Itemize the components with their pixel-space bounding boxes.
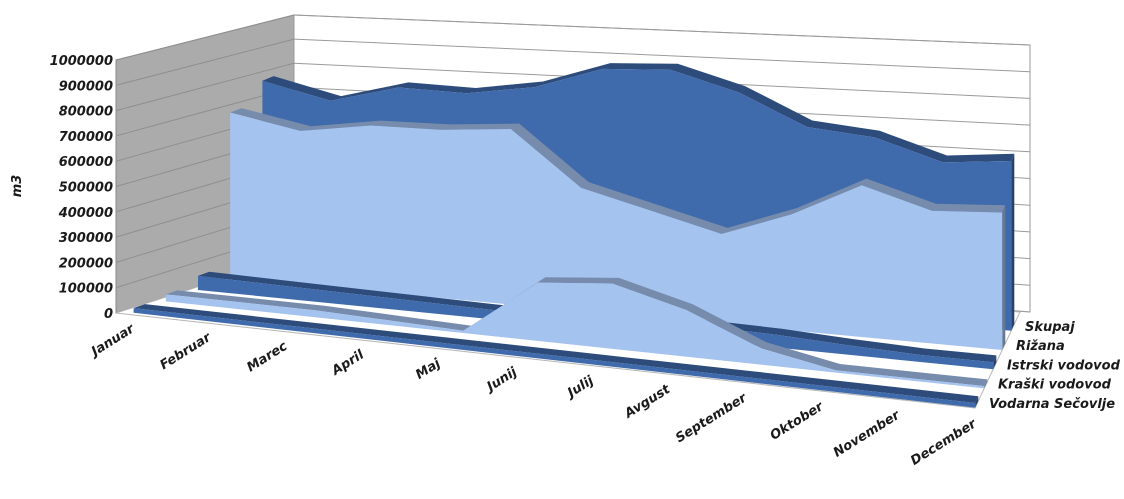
x-tick-label: April — [329, 347, 368, 379]
y-tick-label: 700000 — [59, 130, 113, 145]
series-top-3 — [165, 277, 988, 387]
x-tick-label: Junij — [482, 365, 520, 397]
gridline-side — [115, 38, 295, 86]
series-top-4 — [133, 304, 979, 403]
x-tick-label: Marec — [244, 339, 290, 376]
x-tick-label: Maj — [413, 356, 444, 383]
series-label: Skupaj — [1025, 320, 1075, 335]
area-layer — [133, 63, 1015, 408]
series-label: Rižana — [1016, 339, 1065, 354]
gridline-side — [115, 14, 295, 61]
series-top-0 — [262, 63, 1015, 163]
series-top-1 — [230, 108, 1006, 234]
series-end-1 — [1002, 205, 1006, 350]
series-area-4 — [133, 308, 976, 408]
x-tick-label: Februar — [158, 329, 216, 373]
y-axis-title: m3 — [10, 175, 25, 198]
y-tick-label: 600000 — [59, 155, 113, 170]
series-label: Kraški vodovod — [998, 378, 1112, 393]
series-area-3 — [165, 282, 985, 389]
x-tick-label: September — [673, 390, 751, 446]
series-end-0 — [1011, 153, 1015, 331]
series-label: Vodarna Sečovlje — [989, 397, 1115, 412]
series-area-1 — [230, 112, 1003, 350]
gridline-side — [115, 62, 295, 112]
gridline-back — [293, 14, 1031, 46]
x-tick-label: November — [831, 407, 904, 460]
y-tick-label: 300000 — [59, 231, 113, 246]
y-tick-label: 0 — [104, 307, 113, 322]
y-tick-label: 1000000 — [50, 54, 113, 69]
series-end-2 — [993, 355, 997, 370]
x-tick-label: December — [908, 416, 980, 469]
gridline-back — [293, 38, 1031, 73]
y-tick-label: 100000 — [59, 282, 113, 297]
series-label: Istrski vodovod — [1007, 358, 1121, 373]
series-end-4 — [975, 396, 979, 408]
y-tick-label: 400000 — [58, 206, 113, 221]
y-tick-label: 200000 — [59, 256, 113, 271]
x-tick-label: Januar — [87, 321, 139, 361]
y-tick-label: 900000 — [59, 79, 113, 94]
y-tick-label: 800000 — [59, 105, 113, 120]
series-end-3 — [984, 379, 988, 389]
x-tick-label: Avgust — [621, 382, 673, 422]
y-tick-label: 500000 — [59, 181, 113, 196]
x-tick-label: Julij — [563, 373, 597, 402]
x-tick-label: Oktober — [768, 399, 828, 444]
